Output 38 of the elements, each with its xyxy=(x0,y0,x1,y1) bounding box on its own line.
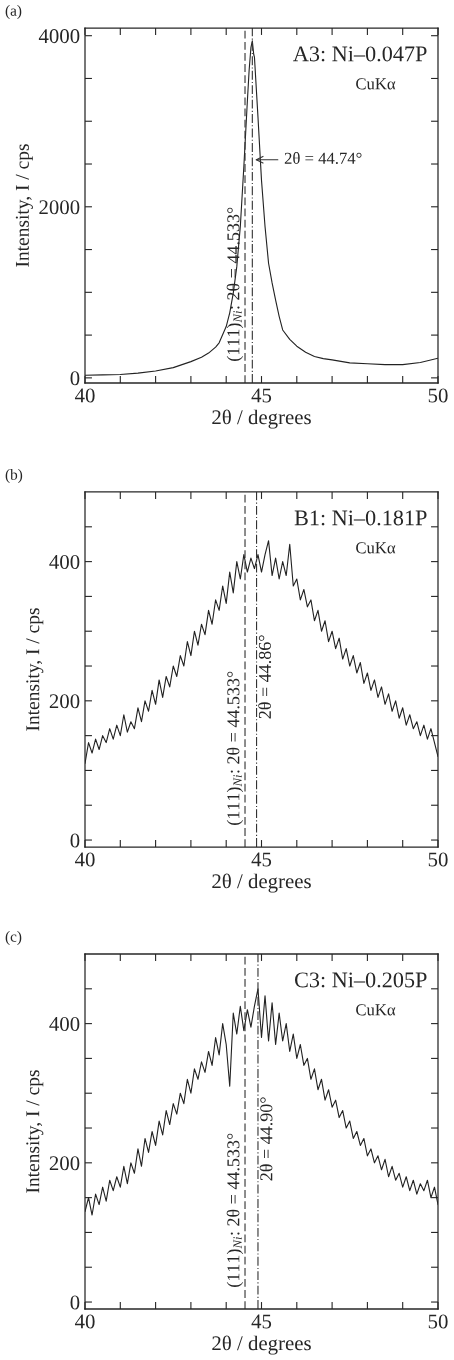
ref-line-label: (111)$_{Ni}$: 2θ = 44.533° xyxy=(226,1133,244,1287)
x-axis-title: 2θ / degrees xyxy=(212,1335,311,1355)
text: A3: Ni–0.047P xyxy=(293,46,427,62)
y-axis-title: Intensity, I / cps xyxy=(15,144,33,267)
y-tick-label: 0 xyxy=(70,1295,80,1310)
annotation: CuKα xyxy=(356,1004,396,1016)
y-axis-title: Intensity, I / cps xyxy=(26,608,44,731)
chart-title: (b) xyxy=(5,469,23,483)
text: B1: Ni–0.181P xyxy=(294,510,427,526)
y-axis-title: Intensity, I / cps xyxy=(26,1070,44,1193)
x-tick-label: 50 xyxy=(428,852,448,867)
annotation: CuKα xyxy=(356,542,396,554)
y-tick-label: 0 xyxy=(70,371,80,386)
text: C3: Ni–0.205P xyxy=(294,972,427,988)
x-axis-title: 2θ / degrees xyxy=(212,873,311,893)
x-tick-label: 50 xyxy=(428,1314,448,1329)
y-tick-label: 200 xyxy=(49,1156,80,1171)
x-tick-label: 40 xyxy=(74,852,95,867)
x-tick-label: 40 xyxy=(74,388,95,403)
x-tick-label: 50 xyxy=(428,388,448,403)
y-tick-label: 2000 xyxy=(39,200,80,215)
y-tick-label: 0 xyxy=(70,833,80,848)
ref-line-label: 2θ = 44.90° xyxy=(259,1097,273,1181)
x-axis-title: 2θ / degrees xyxy=(212,409,311,429)
y-tick-label: 400 xyxy=(49,1016,80,1032)
annotation: 2θ = 44.74° xyxy=(284,152,362,164)
y-tick-label: 400 xyxy=(49,554,80,570)
chart-title: (a) xyxy=(5,5,22,19)
x-tick-label: 40 xyxy=(74,1314,95,1329)
ref-line-label: (111)$_{Ni}$: 2θ = 44.533° xyxy=(226,671,244,825)
x-tick-label: 45 xyxy=(251,1314,272,1329)
y-tick-label: 4000 xyxy=(38,29,80,44)
x-tick-label: 45 xyxy=(251,852,272,867)
y-tick-label: 200 xyxy=(49,694,80,709)
ref-line-label: 2θ = 44.86° xyxy=(258,635,272,719)
annotation: CuKα xyxy=(356,78,396,90)
x-tick-label: 45 xyxy=(251,388,272,403)
chart-title: (c) xyxy=(5,931,22,945)
